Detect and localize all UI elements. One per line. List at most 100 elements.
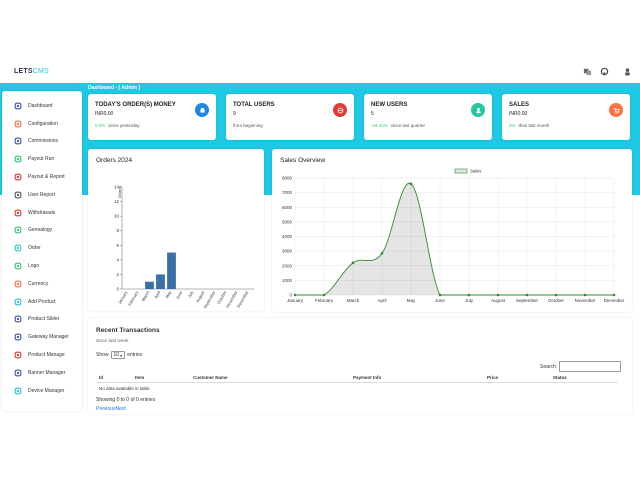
sidebar: Dashboard Configuration Commissions Payout … <box>2 91 82 411</box>
point-april[interactable] <box>380 252 384 255</box>
stat-foot: -44.44% since last quarter <box>371 123 426 128</box>
legend-label: Sales <box>470 169 482 174</box>
y-tick-label: 4 <box>116 257 119 262</box>
y-tick-label: 1000 <box>282 278 293 283</box>
sidebar-item-withdrawals[interactable]: Withdrawals <box>2 204 82 222</box>
y-tick-label: 6 <box>116 243 119 248</box>
stat-card-total-users: TOTAL USERS 9 from beginning <box>226 94 354 140</box>
x-tick-label: August <box>491 298 506 303</box>
point-may[interactable] <box>409 182 413 186</box>
sidebar-item-gateway-manager[interactable]: Gateway Manager <box>2 328 82 346</box>
x-tick-label: May <box>164 290 172 299</box>
stat-title: TODAY'S ORDER(S) MONEY <box>95 102 176 108</box>
users-icon <box>14 226 22 234</box>
bar-march[interactable] <box>145 281 154 289</box>
bar-may[interactable] <box>167 252 176 289</box>
github-icon[interactable] <box>600 67 609 76</box>
point-january[interactable] <box>293 293 297 297</box>
sidebar-item-user-report[interactable]: User Report <box>2 186 82 204</box>
column-header[interactable]: Status <box>550 373 618 383</box>
x-tick-label: March <box>347 298 360 303</box>
table-info: Showing 0 to 0 of 0 entries <box>96 397 156 403</box>
x-tick-label: January <box>117 290 128 305</box>
transactions-subtitle: since last week <box>96 339 129 344</box>
point-august[interactable] <box>496 293 500 297</box>
currency-icon <box>14 280 22 288</box>
sales-chart-title: Sales Overview <box>280 157 326 164</box>
column-header[interactable]: Customer Name <box>190 373 350 383</box>
point-september[interactable] <box>525 293 529 297</box>
column-header[interactable]: Price <box>484 373 550 383</box>
search-input[interactable] <box>559 361 622 372</box>
search-control: Search: <box>540 361 622 372</box>
point-december[interactable] <box>612 293 616 297</box>
stat-title: SALES <box>509 102 530 108</box>
sidebar-item-label: Logo <box>28 263 40 270</box>
sidebar-item-product-manage[interactable]: Product Manage <box>2 346 82 364</box>
sales-chart-card: Sales Overview 0 1000 2000 3000 4000 5000 6000… <box>272 149 632 312</box>
column-header[interactable]: Item <box>132 373 190 383</box>
sidebar-item-label: Withdrawals <box>28 209 56 216</box>
sidebar-item-configuration[interactable]: Configuration <box>2 115 82 133</box>
point-june[interactable] <box>438 293 442 297</box>
shopping-cart-icon <box>609 103 623 117</box>
sidebar-item-label: Order <box>28 245 41 252</box>
stat-value: 9 <box>233 111 236 117</box>
point-july[interactable] <box>467 293 471 297</box>
card-icon <box>14 333 22 341</box>
y-tick-label: 0 <box>116 287 119 292</box>
sidebar-item-payout-report[interactable]: Payout & Report <box>2 168 82 186</box>
sidebar-item-banner-manager[interactable]: Banner Manager <box>2 364 82 382</box>
sidebar-item-device-manager[interactable]: Device Manager <box>2 382 82 400</box>
y-tick-label: 6000 <box>282 205 293 210</box>
previous-page-link[interactable]: Previous <box>96 406 116 412</box>
settings-icon <box>14 244 22 252</box>
entries-select[interactable]: 10 ▾ <box>110 351 126 359</box>
sidebar-item-genealogy[interactable]: Genealogy <box>2 222 82 240</box>
top-bar: LETSCMS <box>0 63 640 83</box>
point-november[interactable] <box>583 293 587 297</box>
sidebar-item-dashboard[interactable]: Dashboard <box>2 97 82 115</box>
document-icon <box>14 191 22 199</box>
x-tick-label: June <box>435 298 445 303</box>
x-tick-label: September <box>516 298 539 303</box>
point-march[interactable] <box>351 261 355 265</box>
y-tick-label: 7000 <box>282 190 293 195</box>
sidebar-item-currency[interactable]: Currency <box>2 275 82 293</box>
sidebar-item-label: Commissions <box>28 138 59 145</box>
breadcrumb: Dashboard - [ Admin ] <box>88 85 141 91</box>
sales-area-fill <box>295 183 614 295</box>
sidebar-item-commissions[interactable]: Commissions <box>2 133 82 151</box>
column-header[interactable]: Id <box>96 373 132 383</box>
chart-icon <box>14 155 22 163</box>
x-tick-label: May <box>407 298 416 303</box>
sidebar-item-label: Product Slider <box>28 316 60 323</box>
y-tick-label: 14 <box>114 185 120 190</box>
stat-foot: from beginning <box>233 123 263 128</box>
y-tick-label: 12 <box>114 199 120 204</box>
point-february[interactable] <box>322 293 326 297</box>
point-october[interactable] <box>554 293 558 297</box>
sidebar-item-payout-run[interactable]: Payout Run <box>2 150 82 168</box>
brand-logo[interactable]: LETSCMS <box>14 68 49 75</box>
sidebar-item-logo[interactable]: Logo <box>2 257 82 275</box>
next-page-link[interactable]: Next <box>115 406 126 412</box>
sidebar-item-product-slider[interactable]: Product Slider <box>2 311 82 329</box>
sliders-icon <box>14 315 22 323</box>
bar-april[interactable] <box>156 274 165 289</box>
sidebar-item-order[interactable]: Order <box>2 239 82 257</box>
x-tick-label: December <box>604 298 625 303</box>
monitor-icon <box>14 102 22 110</box>
x-tick-label: June <box>175 289 184 300</box>
avatar[interactable] <box>623 67 632 76</box>
column-header[interactable]: Payment Info <box>350 373 484 383</box>
entries-control: Show 10 ▾ entries <box>96 351 143 359</box>
language-icon[interactable] <box>583 67 592 76</box>
top-icons <box>583 67 632 76</box>
sidebar-item-add-product[interactable]: Add Product <box>2 293 82 311</box>
stat-card-sales: SALES INR0.00 0% than last month <box>502 94 630 140</box>
sidebar-item-label: Product Manage <box>28 352 65 359</box>
stat-title: NEW USERS <box>371 102 408 108</box>
brand-part2: CMS <box>32 68 49 75</box>
